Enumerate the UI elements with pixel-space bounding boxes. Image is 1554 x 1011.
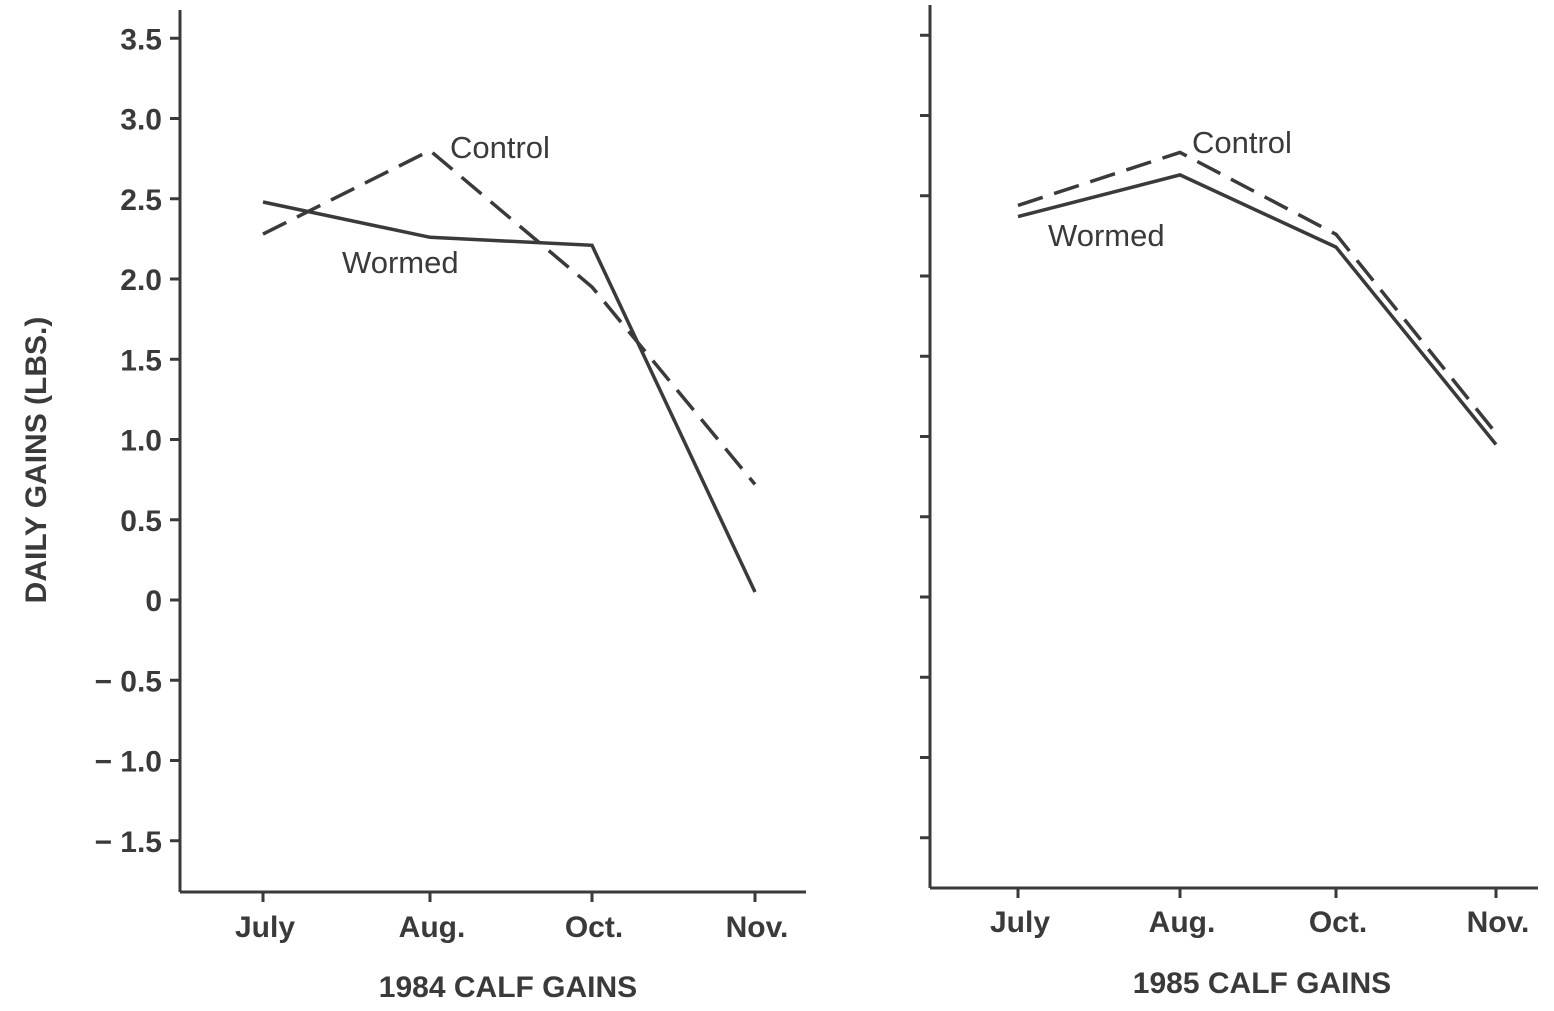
y-tick-label: 1.5 (120, 344, 162, 377)
y-tick-label: 3.5 (120, 23, 162, 56)
series-line-control (262, 148, 757, 486)
series-line-wormed (1017, 173, 1498, 446)
y-tick-label: 2.0 (120, 264, 162, 297)
x-tick-label: Nov. (1467, 906, 1530, 939)
y-tick-label: 2.5 (120, 184, 162, 217)
y-tick-label: 3.0 (120, 104, 162, 137)
series-line-control (1017, 150, 1498, 435)
y-tick-label: − 1.5 (94, 826, 162, 859)
y-tick-label: 0 (145, 585, 162, 618)
x-tick-label: Oct. (1309, 906, 1367, 939)
x-axis-title: 1984 CALF GAINS (379, 971, 637, 1004)
x-tick-label: Aug. (1149, 906, 1216, 939)
y-tick-label: 0.5 (120, 505, 162, 538)
y-axis-title: DAILY GAINS (LBS.) (20, 317, 53, 604)
series-label-control: Control (1192, 125, 1292, 160)
panel-1985: July Aug. Oct. Nov. 1985 CALF GAINS Control Wo… (920, 5, 1538, 1000)
x-tick-label: Oct. (565, 911, 623, 944)
series-label-control: Control (450, 130, 550, 165)
x-tick-label: Nov. (726, 911, 789, 944)
series-label-wormed: Wormed (342, 245, 459, 280)
x-tick-label: Aug. (399, 911, 466, 944)
y-tick-label: − 0.5 (94, 665, 162, 698)
panel-1984: 3.5 3.0 2.5 2.0 1.5 1.0 0.5 0 − 0.5 − 1.0 − 1.5 Jul… (94, 10, 806, 1004)
x-tick-label: July (990, 906, 1050, 939)
x-tick-label: July (235, 911, 295, 944)
series-label-wormed: Wormed (1048, 218, 1165, 253)
y-tick-label: 1.0 (120, 425, 162, 458)
series-line-wormed (262, 200, 757, 593)
x-axis-title: 1985 CALF GAINS (1133, 967, 1391, 1000)
y-tick-label: − 1.0 (94, 746, 162, 779)
